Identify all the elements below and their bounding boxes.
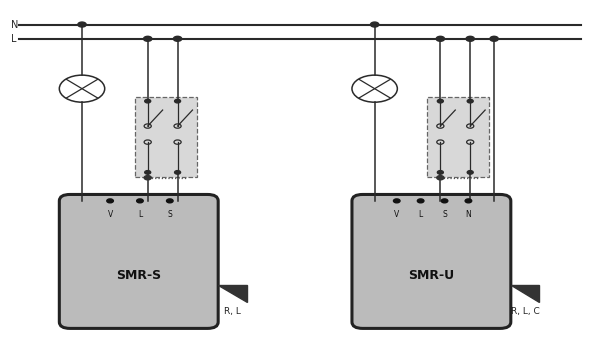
Circle shape <box>437 176 444 180</box>
Text: V: V <box>107 210 113 219</box>
Circle shape <box>418 199 424 203</box>
Circle shape <box>173 36 182 41</box>
Polygon shape <box>218 285 247 302</box>
Circle shape <box>144 176 151 180</box>
Polygon shape <box>511 285 539 302</box>
Text: SMR-U: SMR-U <box>409 270 454 283</box>
Text: N: N <box>11 19 19 29</box>
Circle shape <box>107 199 113 203</box>
Circle shape <box>143 36 152 41</box>
Circle shape <box>467 99 473 103</box>
Text: V: V <box>394 210 400 219</box>
Circle shape <box>465 199 472 203</box>
Circle shape <box>370 22 379 27</box>
Circle shape <box>78 22 86 27</box>
Text: L: L <box>138 210 142 219</box>
Circle shape <box>437 171 443 174</box>
Circle shape <box>145 99 151 103</box>
Text: L: L <box>419 210 423 219</box>
Text: N: N <box>466 210 471 219</box>
Circle shape <box>394 199 400 203</box>
Text: S: S <box>442 210 447 219</box>
Circle shape <box>175 99 181 103</box>
FancyBboxPatch shape <box>427 97 490 177</box>
Circle shape <box>167 199 173 203</box>
Circle shape <box>436 36 445 41</box>
Circle shape <box>437 99 443 103</box>
Text: R, L, C: R, L, C <box>511 307 539 316</box>
Text: SMR-S: SMR-S <box>116 270 161 283</box>
Circle shape <box>145 171 151 174</box>
Text: S: S <box>167 210 172 219</box>
Circle shape <box>490 36 498 41</box>
FancyBboxPatch shape <box>59 195 218 328</box>
FancyBboxPatch shape <box>352 195 511 328</box>
Circle shape <box>175 171 181 174</box>
Circle shape <box>467 171 473 174</box>
Circle shape <box>466 36 475 41</box>
FancyBboxPatch shape <box>134 97 197 177</box>
Text: L: L <box>11 34 16 44</box>
Circle shape <box>441 199 448 203</box>
Text: R, L: R, L <box>224 307 241 316</box>
Circle shape <box>137 199 143 203</box>
